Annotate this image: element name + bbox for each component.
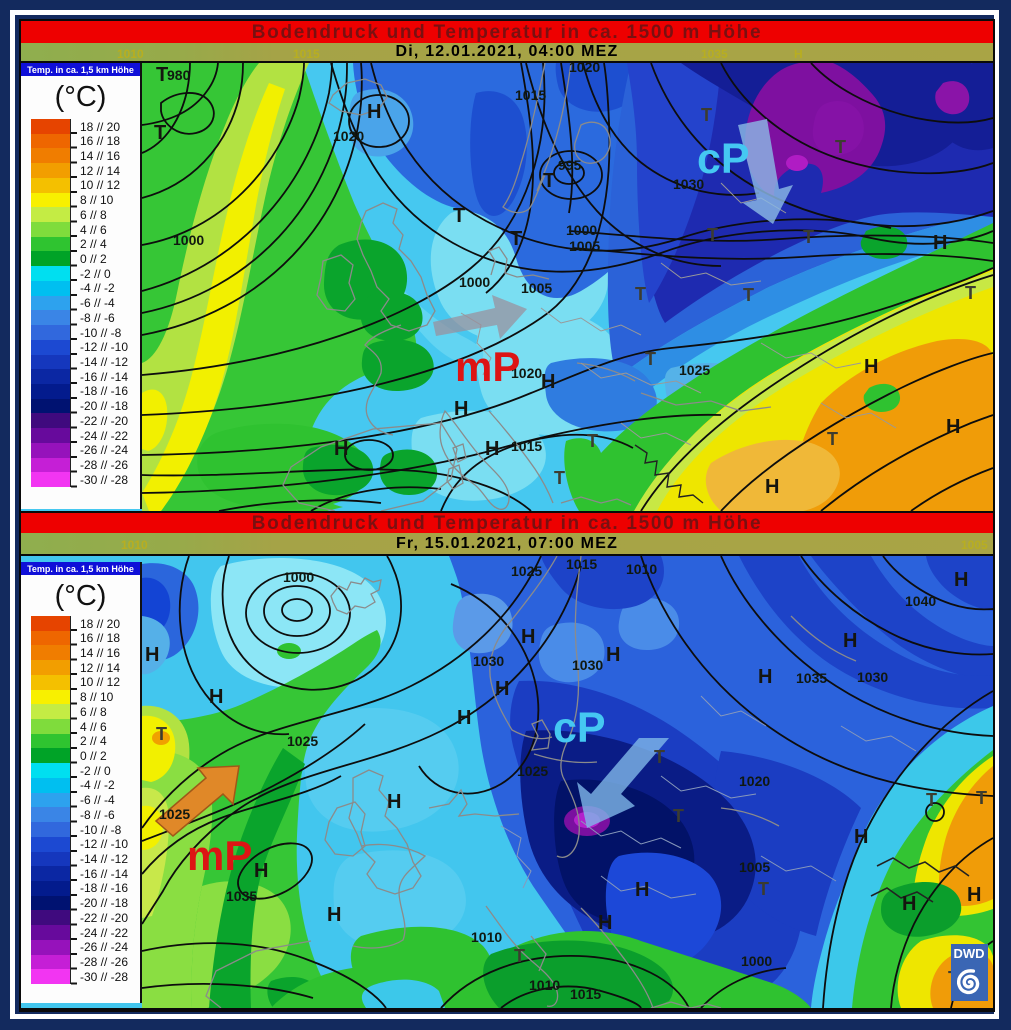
svg-text:H: H [485,438,499,460]
svg-text:H: H [327,904,341,926]
svg-text:T: T [758,879,769,899]
svg-text:mP: mP [455,343,520,390]
svg-text:T: T [156,724,167,744]
svg-text:1020: 1020 [511,365,542,381]
svg-text:1040: 1040 [905,593,936,609]
svg-text:1035: 1035 [796,670,827,686]
svg-text:T: T [510,228,522,250]
svg-text:T: T [453,205,465,227]
svg-text:1005: 1005 [521,280,552,296]
svg-text:1025: 1025 [159,806,190,822]
svg-text:H: H [367,101,381,123]
svg-text:1000: 1000 [741,953,772,969]
svg-text:1000: 1000 [459,274,490,290]
svg-text:H: H [521,626,535,648]
svg-text:1025: 1025 [517,763,548,779]
svg-text:T: T [673,806,684,826]
svg-text:H: H [946,416,960,438]
svg-text:T: T [635,284,646,304]
svg-text:1030: 1030 [857,669,888,685]
svg-text:DWD: DWD [953,946,984,961]
svg-text:T: T [976,788,987,808]
svg-text:995: 995 [558,157,582,173]
svg-text:H: H [864,356,878,378]
svg-text:1000: 1000 [566,222,597,238]
svg-text:1030: 1030 [473,653,504,669]
svg-text:T: T [827,429,838,449]
svg-text:1020: 1020 [569,63,600,75]
svg-text:980: 980 [167,67,191,83]
svg-text:H: H [758,666,772,688]
svg-text:1000: 1000 [283,569,314,585]
svg-text:1025: 1025 [679,362,710,378]
svg-text:T: T [654,747,665,767]
svg-text:H: H [209,686,223,708]
svg-text:1010: 1010 [471,929,502,945]
svg-text:T: T [154,122,166,144]
svg-text:T: T [587,431,598,451]
svg-text:1025: 1025 [511,563,542,579]
svg-text:cP: cP [697,135,750,183]
svg-text:H: H [967,884,981,906]
svg-text:H: H [387,791,401,813]
svg-text:1030: 1030 [673,176,704,192]
svg-text:T: T [835,137,846,157]
svg-text:1015: 1015 [511,438,542,454]
svg-text:H: H [457,707,471,729]
svg-text:T: T [156,64,168,86]
svg-text:1015: 1015 [570,986,601,1002]
svg-text:H: H [334,438,348,460]
svg-text:1015: 1015 [515,87,546,103]
svg-text:1035: 1035 [226,888,257,904]
svg-text:H: H [454,398,468,420]
svg-text:1005: 1005 [569,238,600,254]
svg-text:T: T [645,349,656,369]
svg-text:T: T [743,285,754,305]
svg-text:H: H [598,912,612,934]
svg-text:H: H [495,678,509,700]
svg-text:H: H [954,569,968,591]
svg-text:1020: 1020 [333,128,364,144]
svg-text:1005: 1005 [739,859,770,875]
svg-text:T: T [514,946,525,966]
svg-text:H: H [254,860,268,882]
svg-text:H: H [606,644,620,666]
svg-text:1030: 1030 [572,657,603,673]
svg-text:H: H [843,630,857,652]
svg-text:H: H [933,232,947,254]
svg-text:T: T [803,227,814,247]
svg-text:1025: 1025 [287,733,318,749]
svg-text:1000: 1000 [173,232,204,248]
svg-text:T: T [926,790,937,810]
svg-text:T: T [701,105,712,125]
svg-text:mP: mP [187,832,252,879]
svg-text:T: T [554,468,565,488]
svg-text:H: H [854,826,868,848]
svg-text:1020: 1020 [739,773,770,789]
svg-text:T: T [707,225,718,245]
svg-text:H: H [765,476,779,498]
svg-text:1010: 1010 [626,561,657,577]
svg-text:cP: cP [553,704,606,752]
svg-text:1015: 1015 [566,556,597,572]
svg-text:H: H [902,893,916,915]
svg-text:H: H [635,879,649,901]
svg-text:T: T [543,170,555,192]
svg-text:1010: 1010 [529,977,560,993]
svg-text:H: H [541,371,555,393]
svg-text:H: H [145,644,159,666]
svg-text:T: T [965,283,976,303]
